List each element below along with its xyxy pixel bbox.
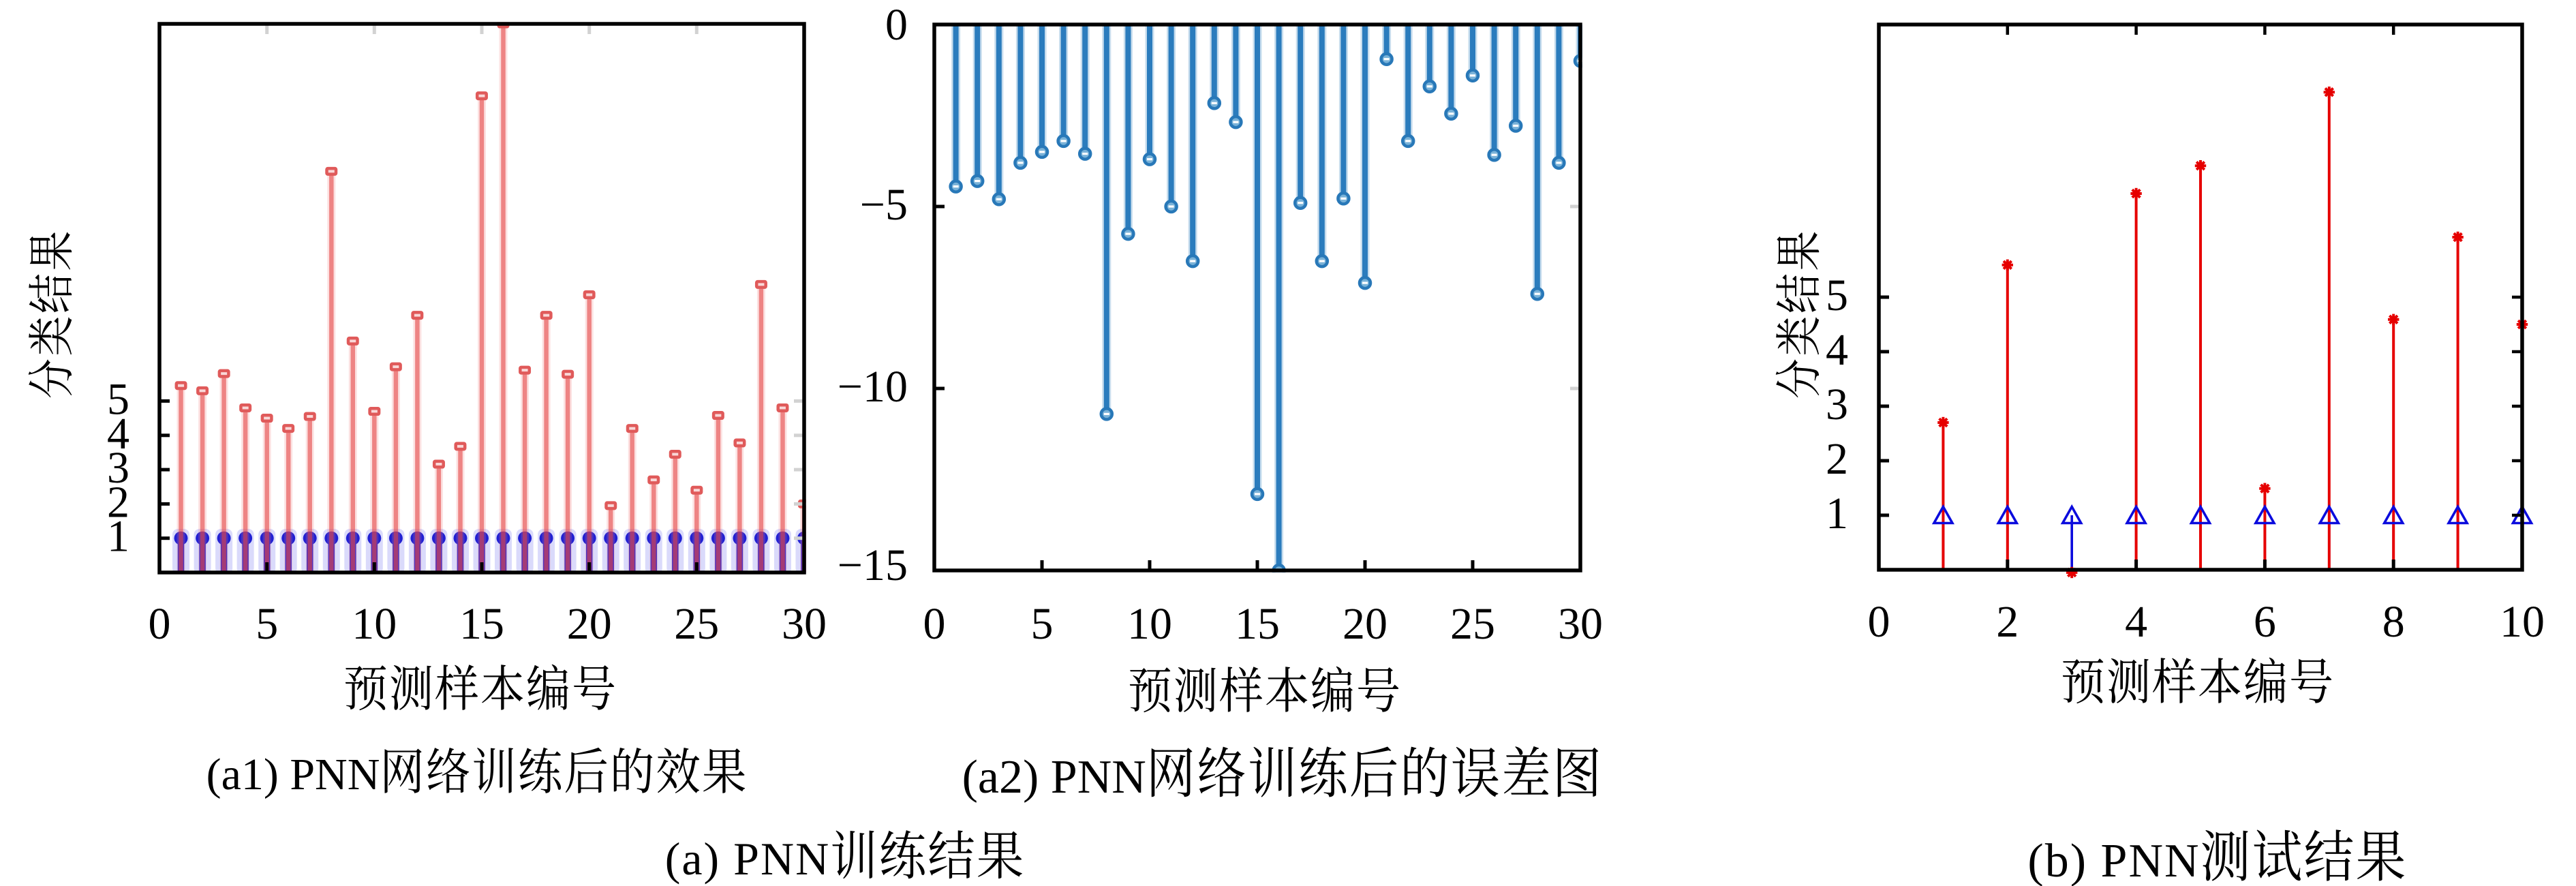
svg-text:4: 4: [107, 409, 129, 459]
svg-text:3: 3: [107, 443, 129, 493]
svg-text:25: 25: [1450, 599, 1495, 649]
svg-text:0: 0: [149, 599, 171, 649]
svg-text:2: 2: [1996, 597, 2019, 647]
svg-text:3: 3: [1826, 380, 1848, 429]
svg-text:(a1) PNN: (a1) PNN: [206, 750, 380, 799]
svg-text:1: 1: [107, 512, 129, 562]
svg-text:10: 10: [352, 599, 397, 649]
svg-text:8: 8: [2382, 597, 2405, 647]
svg-text:1: 1: [1826, 489, 1848, 538]
svg-text:−10: −10: [838, 362, 908, 412]
svg-text:25: 25: [674, 599, 719, 649]
svg-text:5: 5: [1826, 271, 1848, 320]
svg-text:30: 30: [1558, 599, 1603, 649]
svg-text:4: 4: [2125, 597, 2147, 647]
svg-text:(a) PNN: (a) PNN: [665, 833, 831, 885]
svg-text:5: 5: [1031, 599, 1054, 649]
svg-text:2: 2: [1826, 434, 1848, 484]
svg-text:(a2) PNN: (a2) PNN: [962, 751, 1146, 804]
svg-text:(b) PNN: (b) PNN: [2027, 835, 2200, 886]
svg-text:0: 0: [885, 0, 908, 50]
svg-text:−5: −5: [860, 180, 908, 230]
svg-text:0: 0: [1868, 597, 1890, 647]
svg-text:5: 5: [107, 374, 129, 424]
svg-text:6: 6: [2254, 597, 2276, 647]
svg-text:5: 5: [256, 599, 278, 649]
svg-text:10: 10: [1127, 599, 1172, 649]
svg-text:10: 10: [2500, 597, 2545, 647]
svg-text:4: 4: [1826, 325, 1848, 375]
svg-text:0: 0: [923, 599, 946, 649]
svg-text:2: 2: [107, 477, 129, 527]
svg-text:20: 20: [567, 599, 612, 649]
svg-text:20: 20: [1343, 599, 1387, 649]
svg-text:15: 15: [1235, 599, 1280, 649]
svg-text:30: 30: [782, 599, 827, 649]
svg-text:15: 15: [459, 599, 504, 649]
svg-text:−15: −15: [838, 540, 908, 590]
